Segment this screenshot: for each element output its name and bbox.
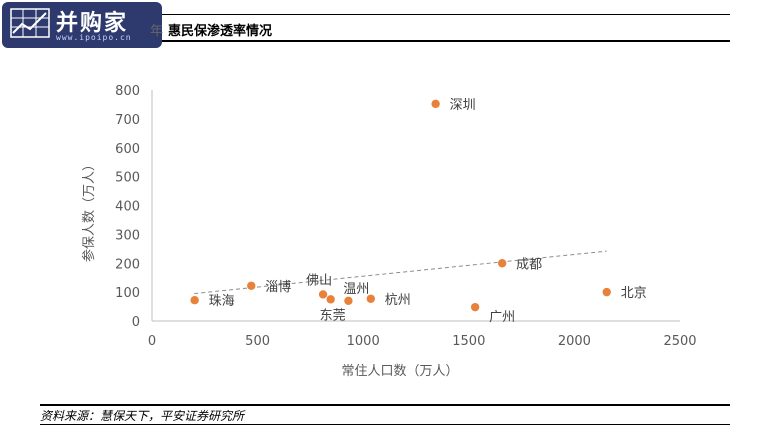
data-point	[190, 296, 199, 305]
header-rule-bottom	[40, 40, 730, 42]
data-point	[366, 294, 376, 303]
trendline	[194, 250, 607, 295]
logo-url: www.ipoipo.cn	[56, 33, 132, 42]
x-tick-label: 500	[245, 334, 270, 349]
y-tick-label: 300	[115, 228, 140, 243]
data-point	[247, 281, 256, 290]
x-tick-label: 0	[148, 334, 156, 349]
data-label: 广州	[489, 310, 515, 325]
logo-text: 并购家	[56, 11, 129, 36]
data-label: 杭州	[385, 293, 411, 308]
title-prefix: 年	[150, 24, 164, 39]
x-tick-label: 1500	[452, 334, 485, 349]
source-note: 资料来源：慧保天下，平安证券研究所	[40, 409, 245, 423]
data-point	[326, 295, 335, 304]
x-tick-label: 1000	[347, 334, 380, 349]
data-point	[497, 259, 507, 268]
y-tick-label: 200	[115, 257, 140, 272]
figure-title: 惠民保渗透率情况	[168, 24, 273, 39]
footer-rule-top	[40, 404, 730, 406]
y-tick-label: 700	[115, 113, 140, 128]
x-tick-label: 2500	[663, 334, 696, 349]
y-axis-title: 参保人数（万人）	[81, 158, 97, 262]
data-label: 佛山	[306, 273, 332, 288]
data-label: 珠海	[209, 294, 235, 309]
data-point	[470, 302, 480, 312]
watermark-logo: 并购家 www.ipoipo.cn	[2, 2, 162, 48]
data-label: 温州	[343, 282, 369, 297]
x-tick-label: 2000	[558, 334, 591, 349]
data-label: 淄博	[265, 280, 291, 295]
chart-grid-icon	[10, 8, 50, 38]
y-tick-label: 400	[115, 200, 140, 215]
data-point	[431, 99, 440, 109]
y-tick-labels: 0 100 200 300 400 500 600 700 800	[115, 84, 140, 330]
x-tick-labels: 0 500 1000 1500 2000 2500	[148, 334, 697, 349]
y-tick-label: 500	[115, 171, 140, 186]
y-tick-label: 600	[115, 142, 140, 157]
data-point	[602, 287, 611, 297]
data-label: 北京	[621, 286, 647, 301]
data-label: 东莞	[320, 308, 346, 323]
data-point	[344, 296, 353, 305]
x-axis-title: 常住人口数（万人）	[341, 364, 458, 379]
header-rule-top	[40, 14, 730, 15]
data-point	[318, 290, 328, 299]
data-points	[190, 99, 611, 312]
y-tick-label: 0	[132, 315, 140, 330]
data-label: 成都	[516, 257, 542, 272]
footer-rule-bottom	[40, 424, 730, 425]
data-label: 深圳	[450, 98, 476, 113]
y-tick-label: 800	[115, 84, 140, 99]
y-tick-label: 100	[115, 286, 140, 301]
